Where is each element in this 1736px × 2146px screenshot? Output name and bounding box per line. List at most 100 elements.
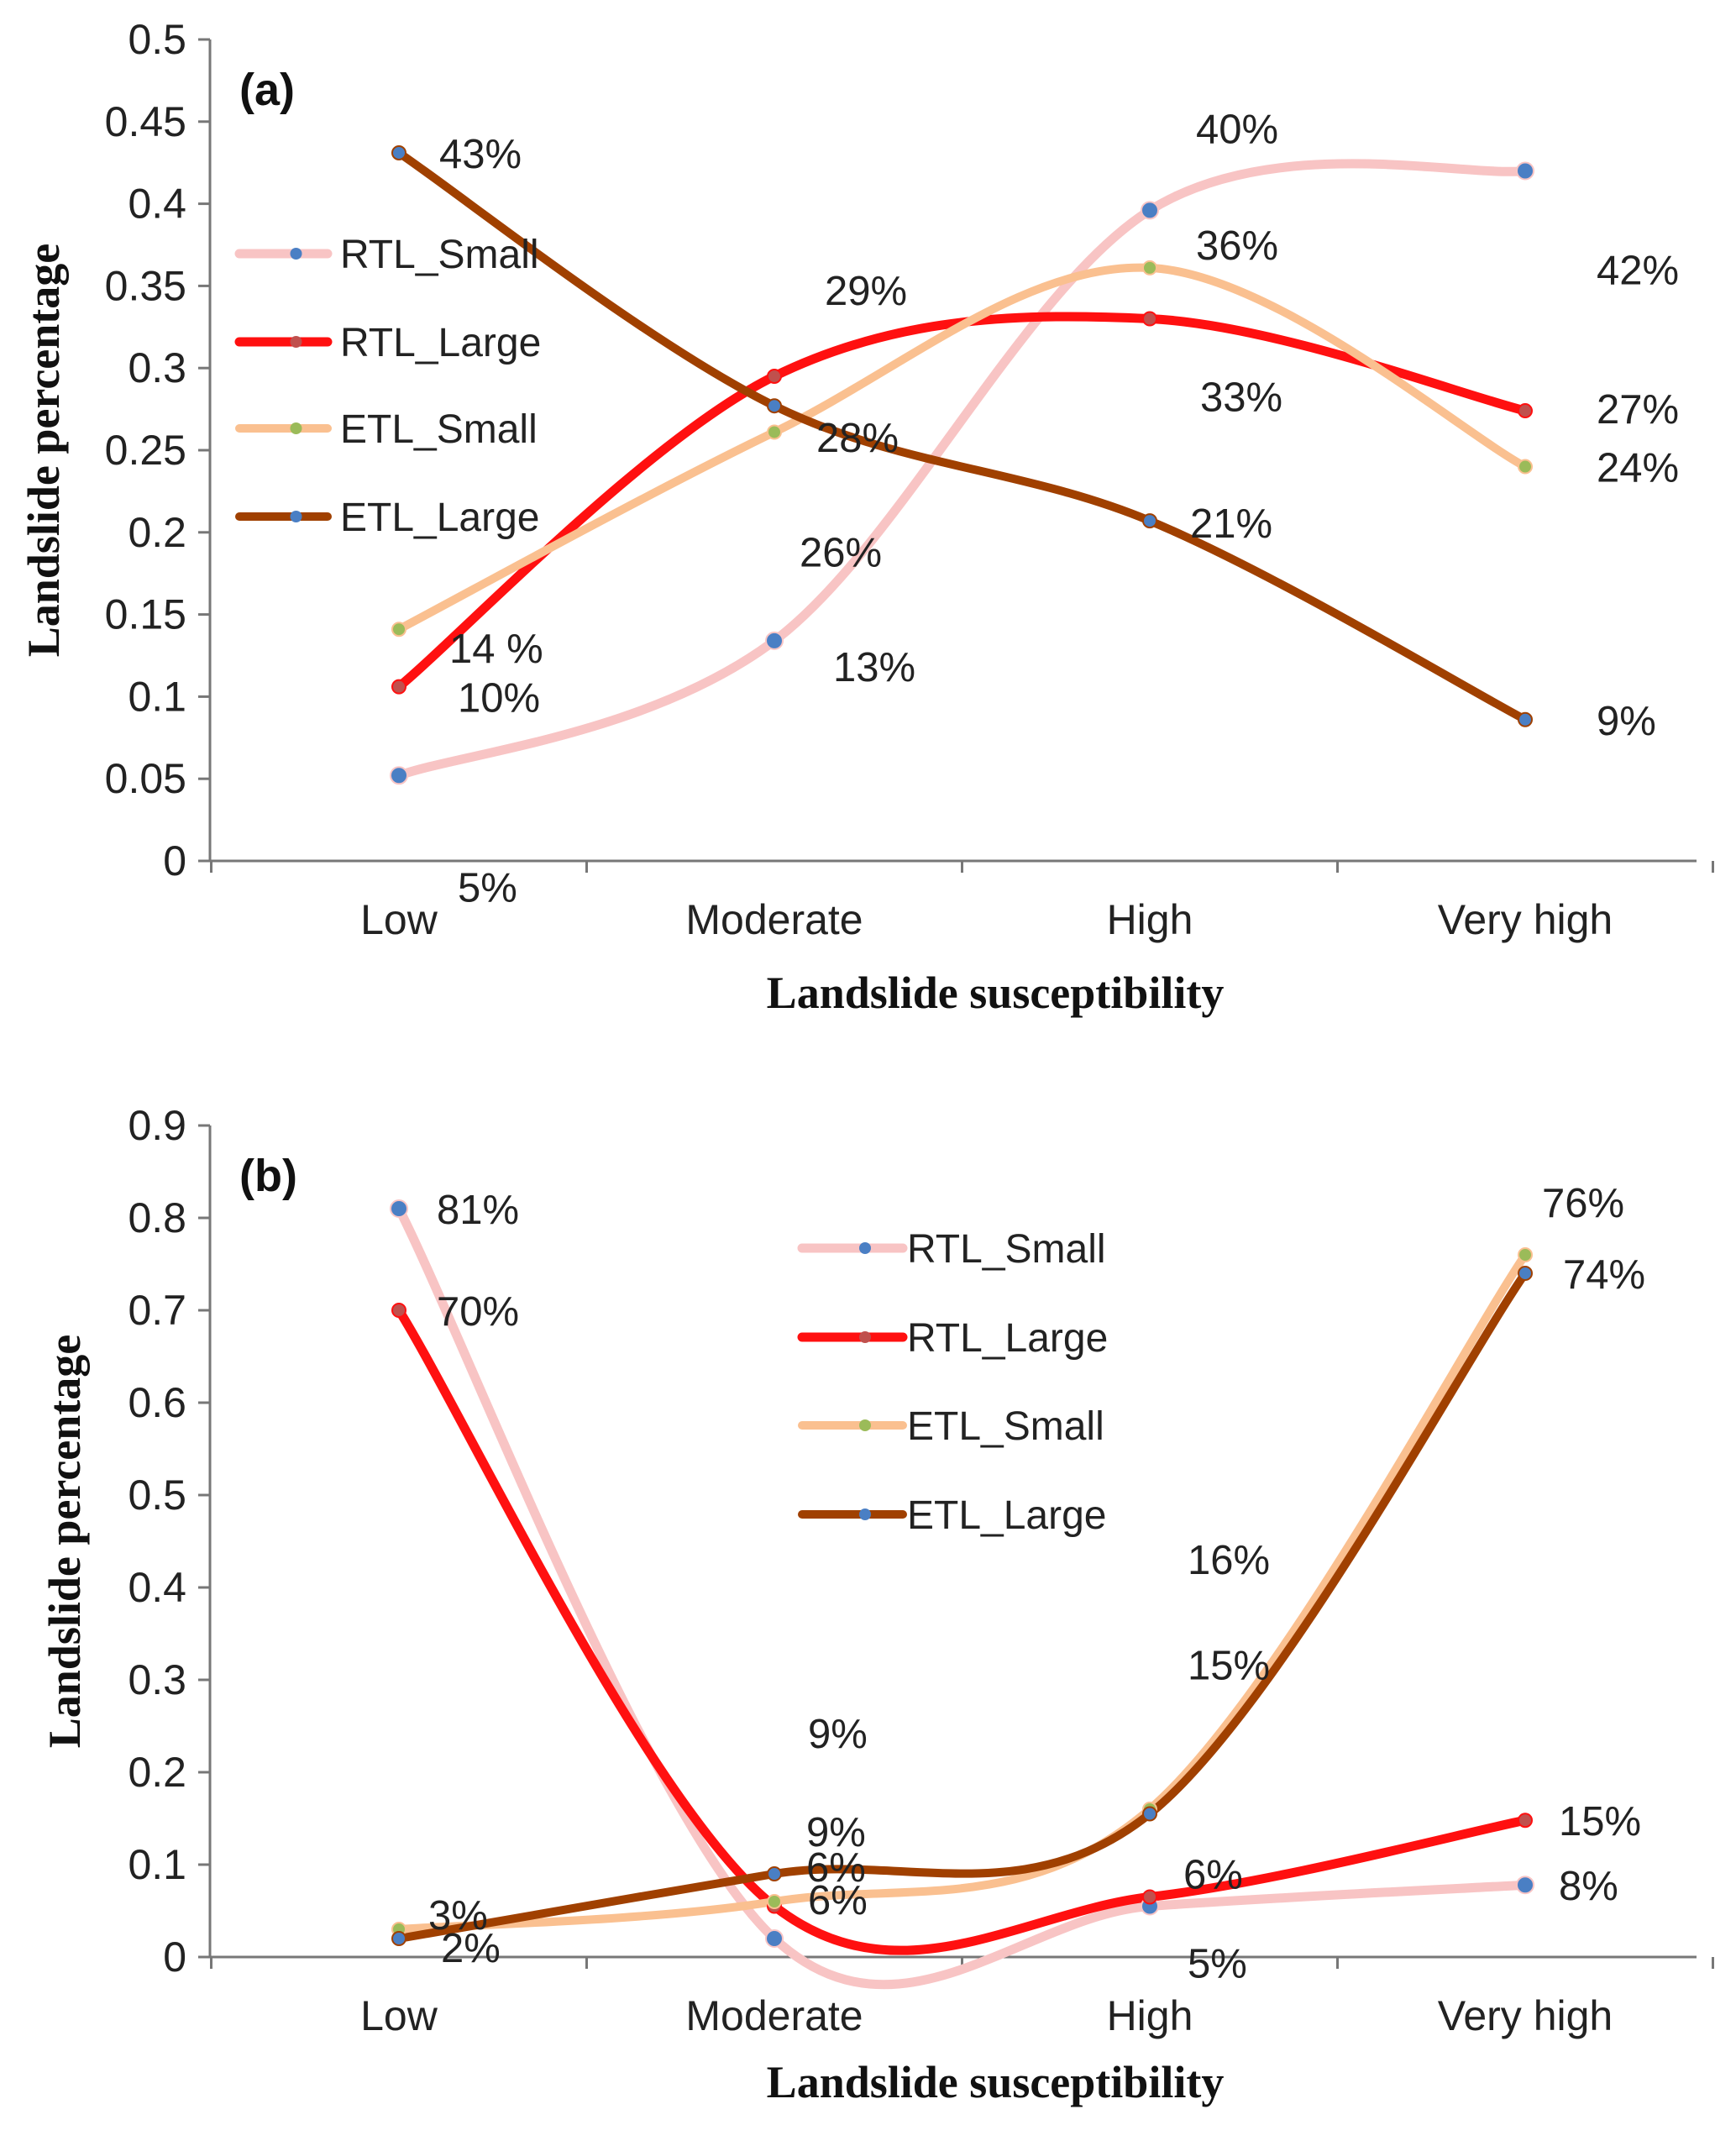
y-tick-label: 0.2: [128, 509, 186, 556]
legend: RTL_Small RTL_Large ETL_Small ETL_Large: [797, 1227, 1108, 1538]
data-label: 6%: [1183, 1853, 1243, 1898]
legend-label: RTL_Small: [340, 233, 539, 277]
data-label: 40%: [1196, 107, 1278, 152]
data-point: [391, 1931, 406, 1946]
data-label: 15%: [1559, 1799, 1641, 1844]
chart-panel-a: 0 0.05 0.1 0.15 0.2 0.25 0.3 0.35 0.4 0.45 0.5 Low M…: [18, 16, 1714, 1018]
y-axis-title: Landslide percentage: [39, 1335, 90, 1749]
y-tick-label: 0.8: [128, 1194, 186, 1241]
data-point: [1142, 260, 1157, 275]
data-point: [767, 398, 782, 414]
data-label: 70%: [437, 1289, 519, 1335]
series-line-rtl-large: [394, 1305, 1530, 1955]
x-axis-title: Landslide susceptibility: [767, 968, 1225, 1018]
data-label: 29%: [825, 269, 907, 314]
x-tick-label: Low: [360, 896, 438, 943]
data-point: [1142, 311, 1157, 327]
data-point: [765, 631, 784, 650]
data-point: [767, 368, 782, 384]
y-tick-label: 0.5: [128, 1472, 186, 1519]
data-label: 10%: [458, 676, 540, 721]
data-label: 9%: [1597, 699, 1656, 744]
legend-label: ETL_Small: [340, 407, 538, 452]
data-point: [767, 1866, 782, 1881]
y-tick-label: 0.5: [128, 16, 186, 63]
data-label: 42%: [1597, 248, 1679, 293]
legend-label: ETL_Large: [340, 496, 540, 540]
data-label: 16%: [1188, 1538, 1270, 1583]
x-tick-label: Very high: [1438, 896, 1613, 943]
data-point: [1518, 403, 1533, 419]
x-tick-label: Moderate: [685, 1992, 863, 2039]
data-label: 8%: [1559, 1864, 1618, 1909]
data-point: [1142, 1806, 1157, 1822]
data-label: 6%: [808, 1878, 868, 1923]
data-label: 33%: [1200, 375, 1282, 421]
data-label: 5%: [1188, 1942, 1247, 1987]
series-line-rtl-large: [394, 312, 1530, 692]
data-label: 36%: [1196, 223, 1278, 269]
data-label: 21%: [1190, 501, 1272, 547]
series-line-etl-large: [395, 1269, 1529, 1943]
data-point: [391, 144, 406, 160]
data-point: [767, 424, 782, 440]
data-label: 28%: [816, 416, 899, 461]
data-point: [1518, 711, 1533, 727]
data-point: [1518, 1266, 1533, 1281]
y-tick-label: 0.35: [105, 262, 186, 309]
y-tick-label: 0.4: [128, 1564, 186, 1611]
data-label: 2%: [441, 1926, 501, 1971]
data-label: 26%: [800, 530, 882, 575]
y-axis-title: Landslide percentage: [18, 244, 69, 658]
data-point: [1516, 161, 1534, 181]
data-point: [765, 1929, 784, 1948]
legend-label: RTL_Large: [907, 1316, 1108, 1361]
data-point: [1518, 1813, 1533, 1829]
legend-marker: [290, 248, 302, 260]
legend-label: RTL_Small: [907, 1227, 1106, 1272]
x-tick-label: High: [1107, 1992, 1193, 2039]
data-label: 74%: [1563, 1252, 1645, 1298]
legend-marker: [290, 422, 302, 434]
legend-marker: [290, 336, 302, 348]
legend-marker: [859, 1419, 871, 1431]
chart-panel-b: 0 0.1 0.2 0.3 0.4 0.5 0.6 0.7 0.8 0.9 Low Moderate H…: [39, 1102, 1714, 2107]
data-label: 43%: [439, 132, 522, 177]
data-label: 3%: [428, 1893, 488, 1939]
data-point: [1516, 1876, 1534, 1895]
y-tick-label: 0.3: [128, 1656, 186, 1703]
data-label: 14 %: [449, 627, 543, 672]
y-tick-label: 0.15: [105, 591, 186, 638]
x-tick-label: Low: [360, 1992, 438, 2039]
data-point: [1518, 459, 1533, 475]
panel-tag: (b): [239, 1151, 297, 1201]
data-point: [391, 679, 406, 695]
data-point: [1142, 1889, 1157, 1905]
data-point: [1141, 201, 1159, 220]
y-tick-label: 0.45: [105, 98, 186, 145]
data-label: 5%: [458, 865, 517, 910]
legend-marker: [859, 1242, 871, 1254]
data-point: [390, 1199, 408, 1218]
data-point: [391, 622, 406, 638]
data-point: [391, 1303, 406, 1318]
y-tick-label: 0.9: [128, 1102, 186, 1149]
y-tick-label: 0.7: [128, 1287, 186, 1334]
legend-label: RTL_Large: [340, 321, 541, 365]
x-tick-label: Very high: [1438, 1992, 1613, 2039]
data-label: 76%: [1542, 1181, 1624, 1226]
data-point: [767, 1894, 782, 1909]
y-tick-label: 0.4: [128, 181, 186, 228]
legend: RTL_Small RTL_Large ETL_Small ETL_Large: [234, 233, 541, 540]
data-label: 81%: [437, 1188, 519, 1233]
data-label: 9%: [806, 1810, 866, 1855]
series-line-rtl-small: [394, 1204, 1530, 1990]
y-tick-label: 0.2: [128, 1749, 186, 1796]
data-label: 15%: [1188, 1644, 1270, 1689]
x-axis-title: Landslide susceptibility: [767, 2057, 1225, 2107]
data-point: [1142, 513, 1157, 529]
data-label: 9%: [808, 1712, 868, 1757]
series-line-etl-small: [395, 263, 1529, 634]
x-tick-label: Moderate: [685, 896, 863, 943]
